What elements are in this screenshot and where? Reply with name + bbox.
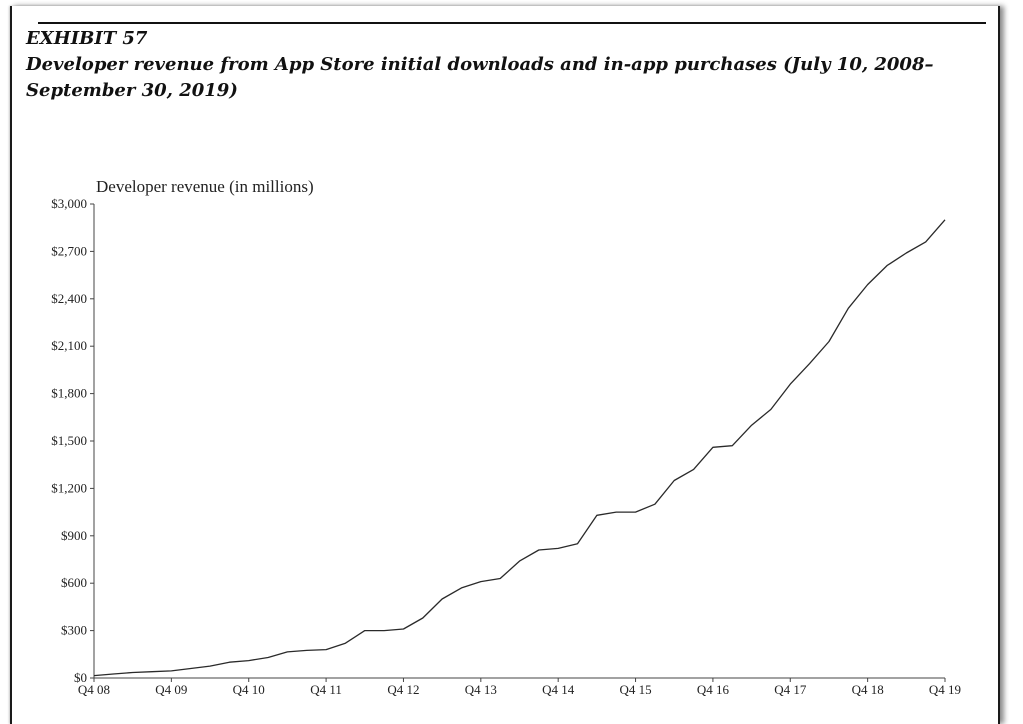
y-tick-label: $1,800 (51, 386, 87, 401)
revenue-line (93, 219, 946, 677)
y-tick-label: $2,700 (51, 243, 87, 258)
y-tick-label: $3,000 (51, 196, 87, 211)
exhibit-number: EXHIBIT 57 (26, 28, 148, 49)
y-tick-label: $600 (61, 575, 87, 590)
series-group (93, 219, 946, 677)
y-tick-label: $900 (61, 528, 87, 543)
axes (93, 204, 945, 679)
chart-title: Developer revenue from App Store initial… (26, 54, 934, 101)
y-axis-label: Developer revenue (in millions) (96, 177, 314, 196)
y-tick-label: $1,500 (51, 433, 87, 448)
x-tick-label: Q4 15 (619, 682, 651, 697)
x-tick-label: Q4 12 (387, 682, 419, 697)
y-tick-label: $1,200 (51, 480, 87, 495)
x-axis-ticks: Q4 08 Q4 09 Q4 10 Q4 11 Q4 12 Q4 13 Q4 14 Q4 15… (78, 678, 961, 697)
x-tick-label: Q4 10 (233, 682, 265, 697)
x-tick-label: Q4 19 (929, 682, 961, 697)
top-rule (38, 22, 986, 24)
x-tick-label: Q4 13 (465, 682, 497, 697)
x-tick-label: Q4 14 (542, 682, 575, 697)
x-tick-label: Q4 16 (697, 682, 730, 697)
y-axis-ticks: $0 $300 $600 $900 $1,200 $1,500 $1,800 $2,100 $2… (51, 196, 94, 685)
x-tick-label: Q4 09 (155, 682, 187, 697)
exhibit-frame (10, 6, 1000, 724)
y-tick-label: $2,100 (51, 338, 87, 353)
x-tick-label: Q4 17 (774, 682, 807, 697)
y-tick-label: $2,400 (51, 291, 87, 306)
x-tick-label: Q4 11 (310, 682, 342, 697)
y-tick-label: $300 (61, 623, 87, 638)
y-tick-label: $0 (74, 670, 87, 685)
x-tick-label: Q4 18 (852, 682, 884, 697)
x-tick-label: Q4 08 (78, 682, 110, 697)
